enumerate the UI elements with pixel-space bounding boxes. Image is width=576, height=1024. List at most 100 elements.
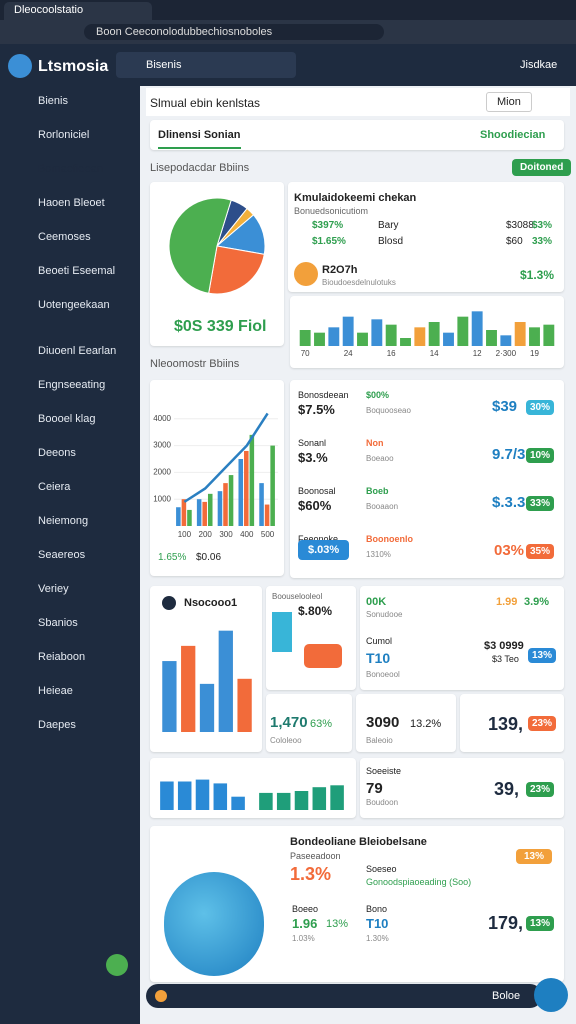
- nav-item[interactable]: Beoeti Eseemal: [38, 265, 116, 277]
- nav-item[interactable]: Reiaboon: [38, 651, 86, 663]
- stat-amount: 9.7/3: [492, 446, 526, 463]
- search-box[interactable]: [116, 52, 296, 78]
- bar: [385, 324, 397, 346]
- sidebar: [0, 86, 140, 1024]
- bar: [270, 445, 275, 526]
- stat-pct: 10%: [526, 448, 555, 463]
- mid-value: $.80%: [298, 604, 333, 618]
- pie-total: $0S 339 Fiol: [174, 318, 267, 335]
- row-sub: 1.30%: [366, 934, 389, 943]
- nav-item[interactable]: Diuoenl Eearlan: [38, 345, 117, 357]
- y-tick-label: 2000: [153, 468, 171, 477]
- section-label: Lisepodacdar Bbiins: [150, 162, 250, 174]
- bar: [176, 507, 181, 526]
- logo: [8, 54, 32, 78]
- combo-footer: $0.06: [196, 552, 222, 563]
- bar: [231, 796, 245, 810]
- nav-item[interactable]: Engnseeating: [38, 379, 106, 391]
- bar: [199, 683, 215, 732]
- metric-label: Cumol: [366, 636, 393, 646]
- card-link[interactable]: Gonoodspiaoeading (Soo): [366, 877, 472, 887]
- dock-icon[interactable]: [155, 990, 167, 1002]
- illustration: [304, 644, 342, 668]
- kpi-sub: Cololeoo: [270, 736, 302, 745]
- combo-chart: 1000 2000 3000 4000 100 200 300 400 500: [153, 412, 278, 539]
- x-tick-label: 14: [430, 349, 439, 358]
- row-value: T10: [366, 916, 389, 931]
- row-sub: 1.03%: [292, 934, 315, 943]
- bar: [276, 792, 291, 810]
- stat-amount: 03%: [494, 542, 525, 559]
- metric-value: $3 0999: [484, 640, 524, 652]
- card-sub: Paseeadoon: [290, 851, 341, 861]
- pie-slice: [208, 245, 265, 295]
- fab-button[interactable]: [534, 978, 568, 1012]
- highlight-value: $1.3%: [520, 268, 555, 282]
- row-label: Blosd: [378, 236, 404, 247]
- kpi-pct: 13.2%: [410, 718, 442, 730]
- bar: [162, 661, 177, 732]
- metrics-card: [360, 586, 564, 690]
- nav-item[interactable]: Heieae: [38, 685, 73, 697]
- kpi-value: 3090: [366, 714, 400, 731]
- nav-item[interactable]: Rorloniciel: [38, 129, 90, 141]
- badge[interactable]: Doitoned: [512, 159, 572, 176]
- highlight-sub: Bioudoesdelnulotuks: [322, 278, 396, 287]
- nav-item[interactable]: Boooel klag: [38, 413, 96, 425]
- search-text: Bisenis: [146, 59, 182, 71]
- nav-item[interactable]: Uotengeekaan: [38, 299, 110, 311]
- card-badge: 13%: [526, 916, 555, 931]
- nav-item[interactable]: Bomaefieean: [38, 163, 103, 175]
- url-field[interactable]: [84, 24, 384, 40]
- stat-sub: Boquooseao: [366, 406, 411, 415]
- nav-item[interactable]: Bienis: [38, 95, 68, 107]
- nav-item[interactable]: Haoen Bleoet: [38, 197, 105, 209]
- bar: [471, 311, 483, 346]
- bar: [330, 785, 344, 810]
- bar: [514, 322, 526, 346]
- metric-sub: Bonoeool: [366, 670, 400, 679]
- row-pct: $3%: [532, 220, 553, 231]
- mid-label: Boouselooleol: [272, 592, 323, 601]
- kpi-sub: Boudoon: [366, 798, 399, 807]
- card-title: Nsocooo1: [184, 597, 238, 609]
- dock-label[interactable]: Boloe: [492, 990, 521, 1002]
- bar: [457, 316, 469, 346]
- stat-sub: Booaaon: [366, 502, 399, 511]
- metric-value: 1.99: [496, 596, 518, 608]
- bar: [237, 678, 252, 732]
- stat-amount: $39: [492, 398, 518, 415]
- x-tick-label: 300: [219, 530, 233, 539]
- metric-pct: 3.9%: [524, 596, 550, 608]
- nav-item[interactable]: Deeons: [38, 447, 76, 459]
- tab-active[interactable]: Dlinensi Sonian: [158, 129, 241, 149]
- nav-item[interactable]: Ceiera: [38, 481, 71, 493]
- tab-action[interactable]: Shoodiecian: [480, 129, 546, 141]
- metric-badge: 13%: [528, 648, 557, 663]
- nav-item[interactable]: Daepes: [38, 719, 76, 731]
- url: Boon Ceeconolodubbechiosnoboles: [96, 26, 273, 38]
- stat-tag: Boeb: [366, 486, 389, 496]
- tab[interactable]: [4, 2, 152, 20]
- nav-item[interactable]: Ceemoses: [38, 231, 91, 243]
- user-name[interactable]: Jisdkae: [520, 59, 558, 71]
- bar: [543, 324, 555, 346]
- nav-item[interactable]: Neiemong: [38, 515, 89, 527]
- menu-button[interactable]: Mion: [486, 92, 532, 112]
- bar: [328, 327, 340, 346]
- bar: [500, 335, 512, 346]
- bar: [217, 491, 223, 526]
- x-tick-label: 500: [261, 530, 275, 539]
- kpi-value: 79: [366, 780, 383, 797]
- nav-item[interactable]: Sbanios: [38, 617, 78, 629]
- nav-item[interactable]: Veriey: [38, 583, 69, 595]
- status-icon[interactable]: [106, 954, 128, 976]
- dock: [146, 984, 542, 1008]
- bar: [228, 475, 234, 526]
- card-value: 1.3%: [290, 864, 332, 884]
- stat-tag: Non: [366, 438, 384, 448]
- nav-item[interactable]: Seaereos: [38, 549, 86, 561]
- stat-label: Boonosal: [298, 486, 336, 496]
- bar: [529, 327, 540, 346]
